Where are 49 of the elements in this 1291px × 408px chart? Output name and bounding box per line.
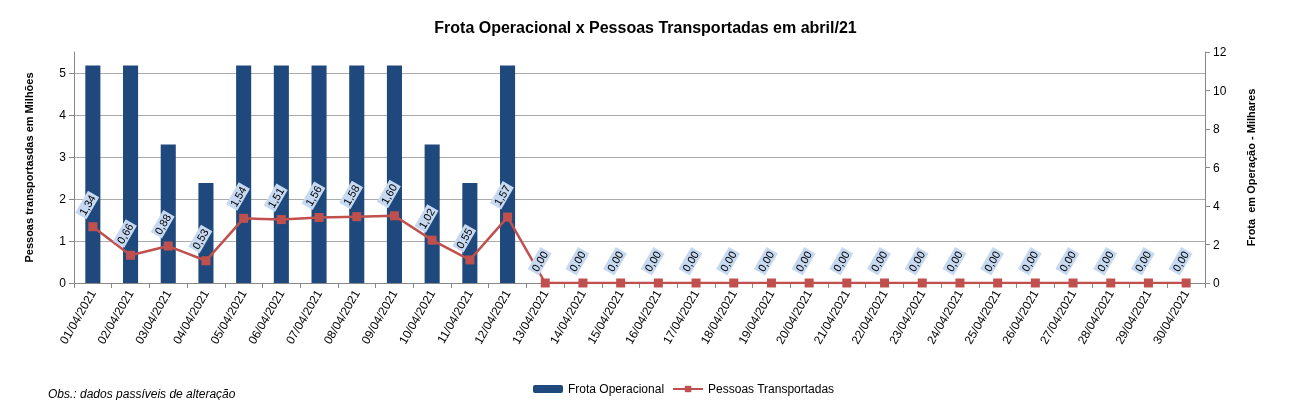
point: [239, 213, 249, 223]
text: Obs.: dados passíveis de alteração: [48, 387, 236, 401]
point: [1030, 278, 1040, 288]
point: [427, 235, 437, 245]
legend-label: Frota Operacional: [568, 382, 665, 396]
point: [465, 255, 475, 265]
y-tick-label: 4: [59, 108, 67, 122]
point: [540, 278, 550, 288]
y2-tick-label: 4: [1213, 199, 1220, 213]
y-tick-label: 2: [59, 192, 67, 206]
point: [1143, 278, 1153, 288]
point: [917, 278, 927, 288]
y2-tick-label: 12: [1213, 45, 1227, 59]
point: [1181, 278, 1191, 288]
legend-label: Pessoas Transportadas: [708, 382, 835, 396]
y2-tick-label: 8: [1213, 122, 1220, 136]
y-tick-label: 1: [59, 234, 67, 248]
y-tick-label: 0: [59, 276, 67, 290]
chart-title: Frota Operacional x Pessoas Transportadas em abril/21: [434, 18, 857, 36]
point: [503, 212, 513, 222]
point: [842, 278, 852, 288]
point: [729, 278, 739, 288]
y2-tick-label: 6: [1213, 160, 1220, 175]
y2-tick-label: 2: [1213, 237, 1220, 252]
point: [1068, 278, 1078, 288]
point: [352, 212, 362, 222]
y-tick-label: 3: [59, 150, 67, 164]
point: [578, 278, 588, 288]
point: [201, 256, 211, 266]
y-axis-title: Pessoas transportasdas em Milhões: [22, 72, 35, 263]
point: [880, 278, 890, 288]
point: [314, 212, 324, 222]
point: [1106, 278, 1116, 288]
point: [955, 278, 965, 288]
y2-axis-title: Frota em Operação - Milhares: [1244, 88, 1257, 247]
point: [691, 278, 701, 288]
point: [804, 278, 814, 288]
point: [276, 215, 286, 225]
point: [616, 278, 626, 288]
point: [993, 278, 1003, 288]
point: [163, 241, 173, 251]
point: [766, 278, 776, 288]
point: [88, 222, 98, 232]
point: [126, 250, 136, 260]
y2-tick-label: 10: [1213, 83, 1227, 98]
y-tick-label: 5: [59, 66, 67, 80]
point: [653, 278, 663, 288]
y2-tick-label: 0: [1213, 276, 1220, 290]
point: [389, 211, 399, 221]
